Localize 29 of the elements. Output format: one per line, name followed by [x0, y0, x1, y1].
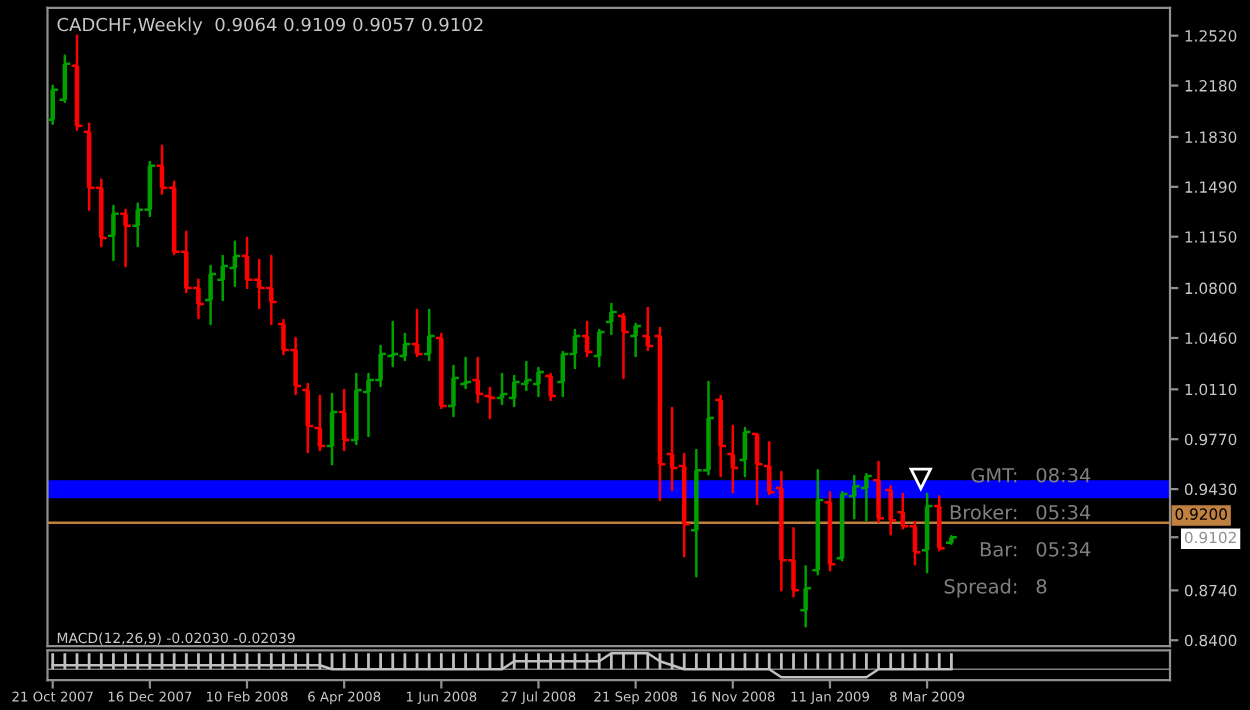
candlestick — [435, 332, 447, 410]
candlestick — [302, 382, 314, 454]
annotation: Broker: 05:34 — [950, 504, 1091, 520]
candlestick — [47, 84, 59, 125]
candlestick — [618, 312, 629, 380]
candlestick — [120, 208, 131, 268]
candlestick — [715, 394, 727, 478]
candlestick — [350, 372, 362, 446]
candlestick — [533, 366, 544, 398]
candlestick — [387, 320, 399, 368]
candlestick — [217, 254, 229, 302]
candlestick — [605, 302, 617, 336]
candlestick — [460, 356, 472, 390]
candlestick — [800, 564, 812, 628]
candlestick — [108, 204, 119, 262]
candlestick — [205, 264, 216, 326]
candlestick — [885, 484, 897, 536]
candlestick — [873, 460, 884, 524]
text: CADCHF,Weekly 0.9064 0.9109 0.9057 0.9102 — [57, 17, 483, 35]
candlestick — [448, 364, 459, 418]
candlestick — [860, 472, 872, 522]
candlestick — [545, 372, 557, 402]
annotation: Bar: 05:34 — [980, 541, 1091, 557]
candlestick — [630, 322, 642, 358]
candlestick — [520, 360, 532, 392]
candlestick — [933, 494, 945, 552]
annotation: Spread: 8 — [944, 578, 1047, 598]
candlestick — [945, 534, 957, 546]
annotation: GMT: 08:34 — [971, 467, 1091, 483]
